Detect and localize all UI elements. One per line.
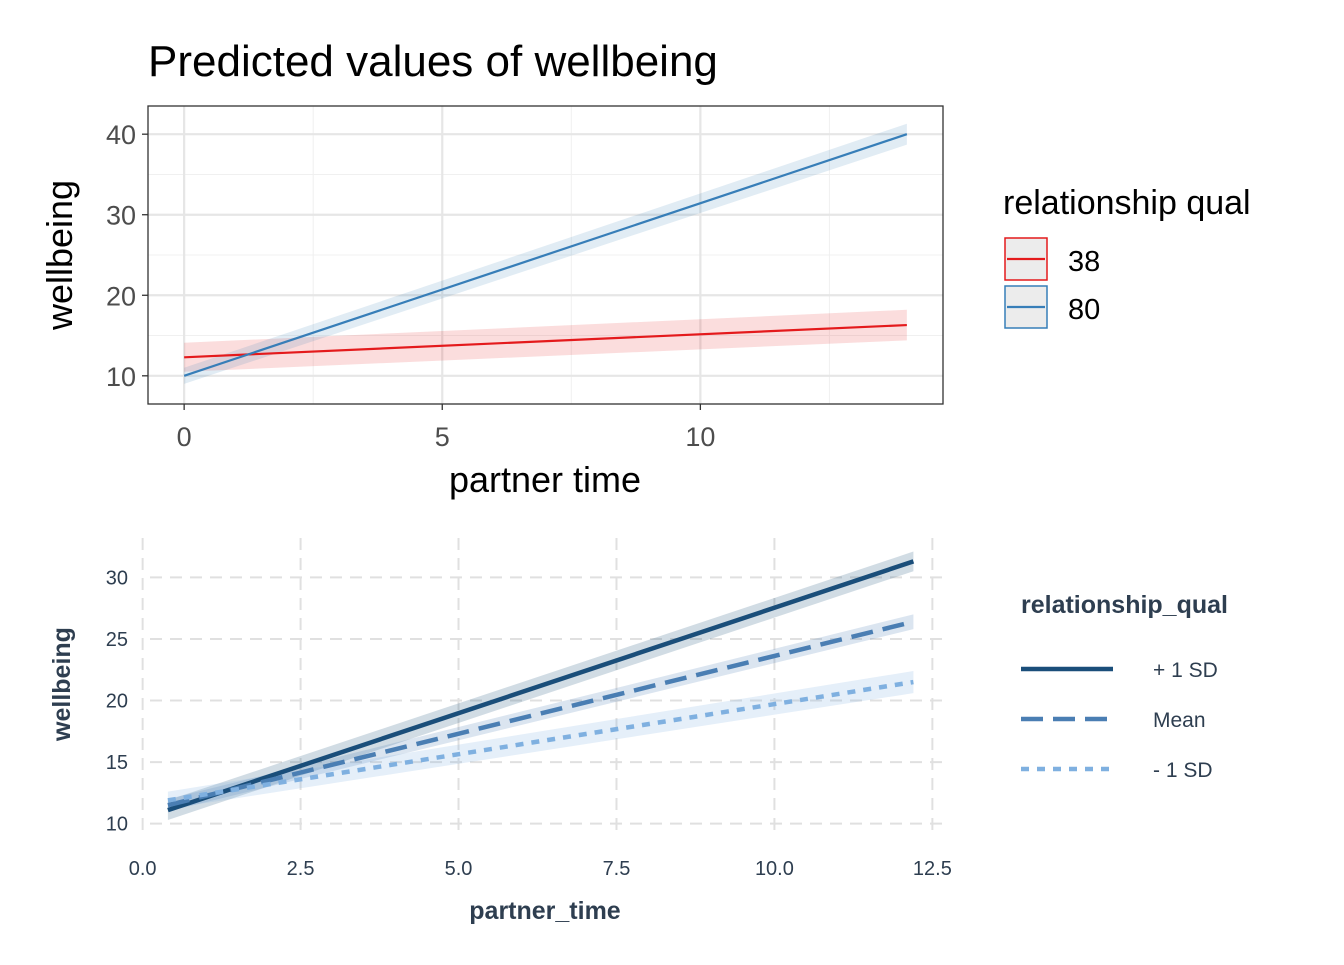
bottom-x-tick-label: 7.5 (603, 858, 631, 880)
bottom-legend-label-- 1 SD: - 1 SD (1153, 759, 1213, 782)
bottom-x-tick-label: 0.0 (129, 858, 157, 880)
bottom-legend-title: relationship_qual (1021, 591, 1228, 619)
top-panel-border (147, 105, 944, 405)
top-ci-ribbon-80 (184, 123, 907, 384)
top-lines (183, 133, 908, 377)
top-axes: 0 5 10 10 20 30 40 (106, 120, 715, 452)
top-plot: Predicted values of wellbeing 0 5 10 10 20 30… (39, 37, 1251, 500)
bottom-legend-label-Mean: Mean (1153, 709, 1206, 732)
bottom-legend-label-+ 1 SD: + 1 SD (1153, 659, 1218, 682)
bottom-x-tick-label: 12.5 (913, 858, 952, 880)
bottom-y-tick-label: 15 (106, 752, 128, 774)
bottom-y-axis-label: wellbeing (48, 627, 76, 742)
bottom-x-tick-label: 5.0 (445, 858, 473, 880)
bottom-x-axis-label: partner_time (469, 897, 621, 925)
bottom-series-line-- 1 SD (167, 679, 914, 803)
top-y-tick-label: 30 (106, 201, 136, 231)
bottom-y-tick-label: 20 (106, 691, 128, 713)
bottom-grid (141, 538, 945, 836)
top-series-line-38 (184, 323, 907, 359)
top-legend-label-38: 38 (1068, 246, 1100, 278)
bottom-plot: 0.0 2.5 5.0 7.5 10.0 12.5 10 15 20 25 30 partner_t… (48, 538, 1228, 925)
bottom-legend: relationship_qual + 1 SD Mean - 1 SD (1021, 591, 1228, 782)
top-legend-title: relationship qual (1003, 184, 1251, 222)
bottom-lines (167, 559, 915, 813)
top-legend-label-80: 80 (1068, 294, 1100, 326)
top-x-tick-label: 10 (685, 422, 715, 452)
top-chart-title: Predicted values of wellbeing (148, 37, 718, 86)
top-y-tick-label: 10 (106, 362, 136, 392)
top-legend: relationship qual 38 80 (1003, 184, 1251, 329)
bottom-y-tick-label: 25 (106, 629, 128, 651)
top-y-tick-label: 40 (106, 120, 136, 150)
bottom-y-tick-label: 30 (106, 567, 128, 589)
bottom-ci-ribbon-- 1 SD (167, 670, 914, 809)
top-y-axis-label: wellbeing (39, 180, 80, 331)
top-series-line-80 (183, 133, 908, 377)
bottom-x-tick-label: 10.0 (755, 858, 794, 880)
bottom-y-tick-label: 10 (106, 814, 128, 836)
bottom-series-line-+ 1 SD (167, 559, 915, 813)
top-ribbons (184, 123, 907, 384)
bottom-x-tick-label: 2.5 (287, 858, 315, 880)
top-y-tick-label: 20 (106, 281, 136, 311)
top-x-tick-label: 0 (177, 422, 192, 452)
top-x-tick-label: 5 (435, 422, 450, 452)
bottom-axes: 0.0 2.5 5.0 7.5 10.0 12.5 10 15 20 25 30 (106, 567, 952, 880)
top-x-axis-label: partner time (449, 459, 641, 500)
